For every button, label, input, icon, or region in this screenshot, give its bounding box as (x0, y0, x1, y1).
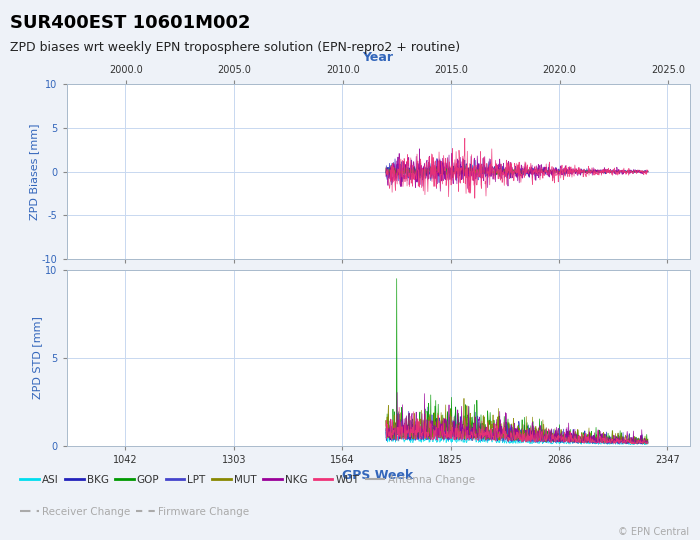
X-axis label: Year: Year (363, 51, 393, 64)
X-axis label: GPS Week: GPS Week (342, 469, 414, 482)
Legend: ASI, BKG, GOP, LPT, MUT, NKG, WUT, Antenna Change: ASI, BKG, GOP, LPT, MUT, NKG, WUT, Anten… (15, 470, 479, 489)
Text: SUR400EST 10601M002: SUR400EST 10601M002 (10, 14, 251, 31)
Y-axis label: ZPD STD [mm]: ZPD STD [mm] (32, 316, 43, 399)
Legend: Receiver Change, Firmware Change: Receiver Change, Firmware Change (15, 503, 253, 521)
Y-axis label: ZPD Biases [mm]: ZPD Biases [mm] (29, 123, 39, 220)
Text: ZPD biases wrt weekly EPN troposphere solution (EPN-repro2 + routine): ZPD biases wrt weekly EPN troposphere so… (10, 40, 461, 53)
Text: © EPN Central: © EPN Central (618, 527, 690, 537)
